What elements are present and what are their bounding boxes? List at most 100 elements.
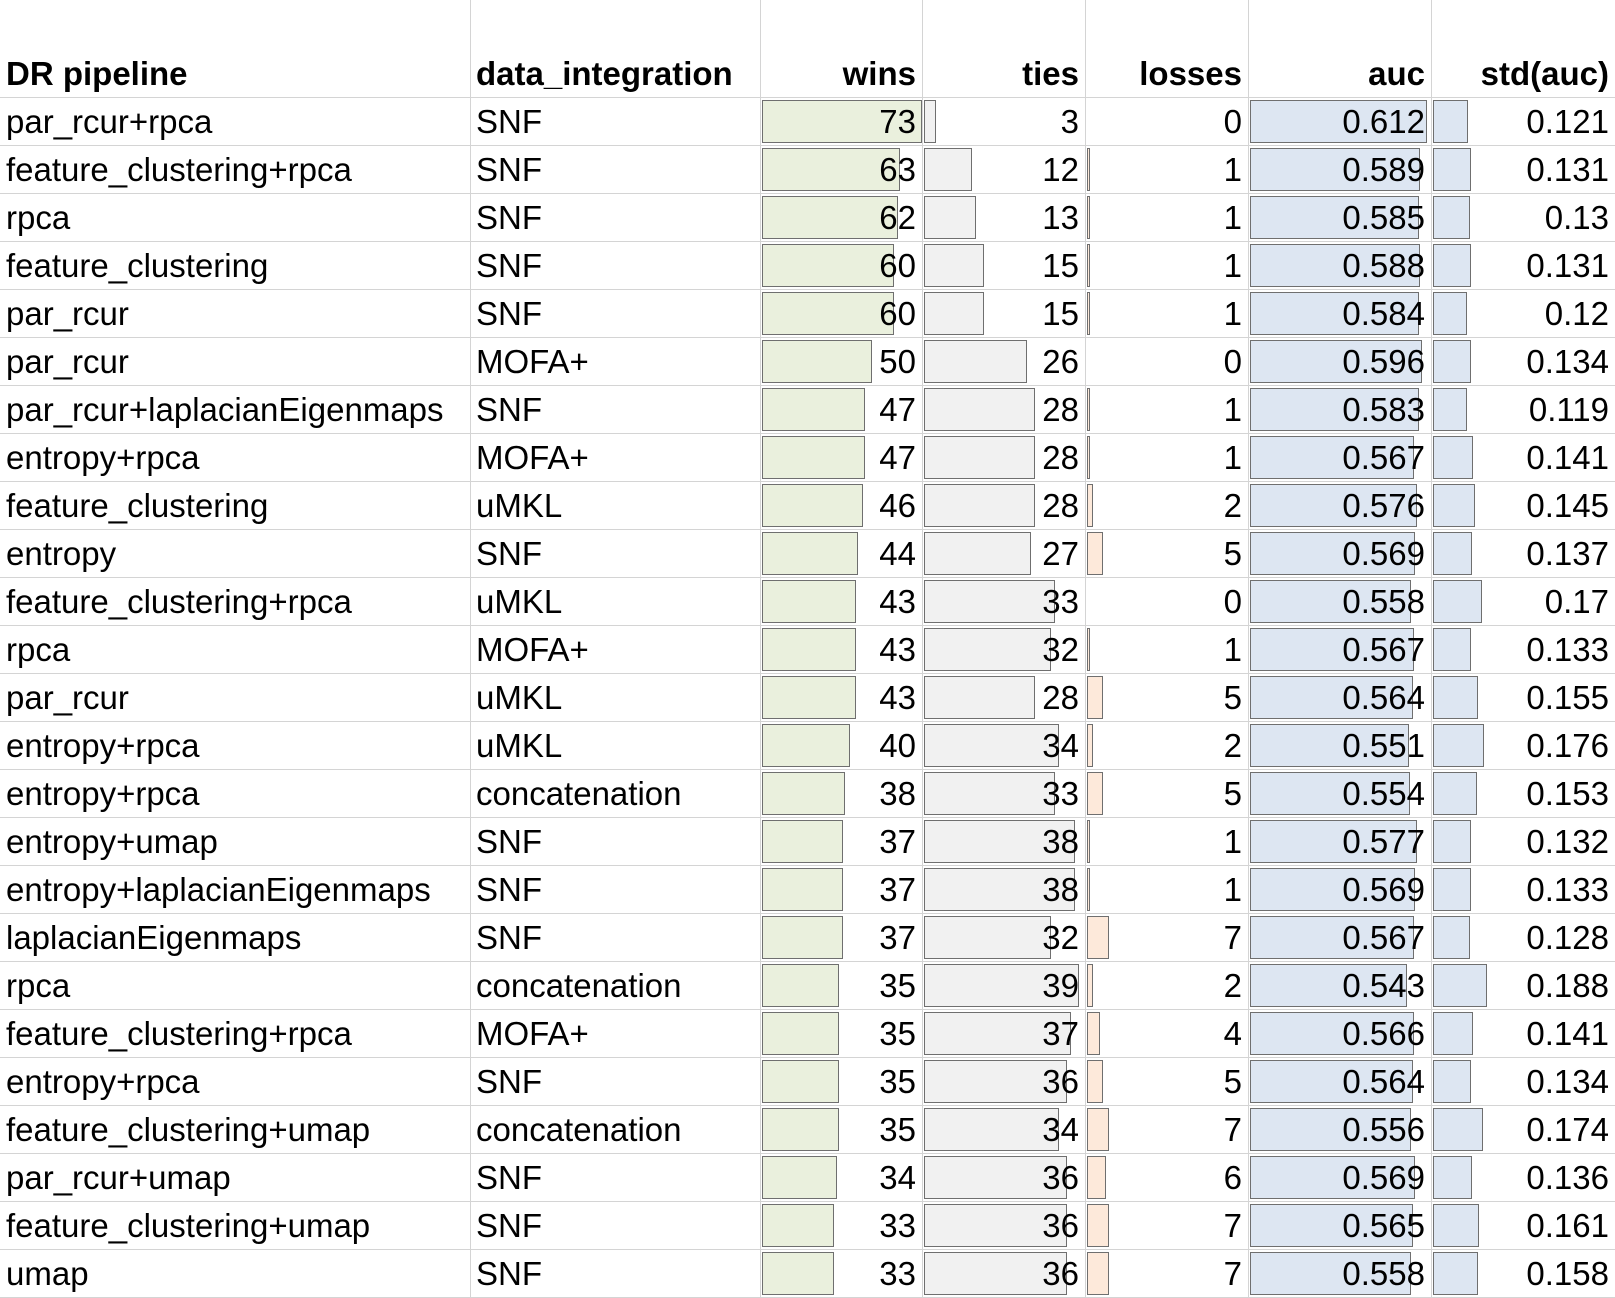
- cell-losses[interactable]: 1: [1223, 871, 1242, 908]
- cell-data-integration[interactable]: uMKL: [476, 727, 563, 764]
- cell-ties[interactable]: 38: [1042, 871, 1079, 908]
- cell-data-integration[interactable]: SNF: [476, 1159, 542, 1196]
- cell-wins[interactable]: 35: [879, 1063, 916, 1100]
- cell-losses[interactable]: 1: [1223, 247, 1242, 284]
- cell-data-integration[interactable]: SNF: [476, 919, 542, 956]
- cell-auc[interactable]: 0.551: [1342, 727, 1425, 764]
- cell-data-integration[interactable]: SNF: [476, 823, 542, 860]
- cell-dr-pipeline[interactable]: feature_clustering: [6, 247, 269, 284]
- cell-losses[interactable]: 1: [1223, 823, 1242, 860]
- cell-ties[interactable]: 28: [1042, 679, 1079, 716]
- cell-dr-pipeline[interactable]: entropy+rpca: [6, 775, 200, 812]
- cell-ties[interactable]: 39: [1042, 967, 1079, 1004]
- cell-losses[interactable]: 1: [1223, 439, 1242, 476]
- cell-data-integration[interactable]: concatenation: [476, 775, 682, 812]
- cell-ties[interactable]: 32: [1042, 919, 1079, 956]
- cell-auc[interactable]: 0.564: [1342, 679, 1425, 716]
- cell-data-integration[interactable]: concatenation: [476, 1111, 682, 1148]
- cell-ties[interactable]: 13: [1042, 199, 1079, 236]
- cell-dr-pipeline[interactable]: rpca: [6, 199, 71, 236]
- cell-ties[interactable]: 28: [1042, 439, 1079, 476]
- cell-wins[interactable]: 37: [879, 919, 916, 956]
- cell-std[interactable]: 0.119: [1528, 391, 1609, 428]
- header-losses[interactable]: losses: [1139, 55, 1242, 92]
- cell-data-integration[interactable]: MOFA+: [476, 343, 589, 380]
- cell-losses[interactable]: 2: [1223, 487, 1242, 524]
- cell-data-integration[interactable]: SNF: [476, 1207, 542, 1244]
- cell-auc[interactable]: 0.589: [1342, 151, 1425, 188]
- cell-dr-pipeline[interactable]: feature_clustering+rpca: [6, 583, 352, 620]
- cell-auc[interactable]: 0.558: [1342, 583, 1425, 620]
- cell-data-integration[interactable]: uMKL: [476, 487, 563, 524]
- cell-ties[interactable]: 36: [1042, 1159, 1079, 1196]
- cell-dr-pipeline[interactable]: feature_clustering+rpca: [6, 1015, 352, 1052]
- cell-dr-pipeline[interactable]: rpca: [6, 967, 71, 1004]
- cell-dr-pipeline[interactable]: par_rcur+umap: [6, 1159, 231, 1196]
- cell-auc[interactable]: 0.569: [1342, 535, 1425, 572]
- cell-dr-pipeline[interactable]: entropy: [6, 535, 117, 572]
- cell-ties[interactable]: 33: [1042, 775, 1079, 812]
- cell-data-integration[interactable]: MOFA+: [476, 631, 589, 668]
- cell-losses[interactable]: 0: [1223, 583, 1242, 620]
- cell-losses[interactable]: 7: [1223, 1111, 1242, 1148]
- cell-wins[interactable]: 47: [879, 391, 916, 428]
- cell-losses[interactable]: 7: [1223, 1255, 1242, 1292]
- cell-ties[interactable]: 26: [1042, 343, 1079, 380]
- cell-ties[interactable]: 32: [1042, 631, 1079, 668]
- cell-auc[interactable]: 0.612: [1342, 103, 1425, 140]
- cell-losses[interactable]: 1: [1223, 199, 1242, 236]
- cell-losses[interactable]: 7: [1223, 919, 1242, 956]
- cell-data-integration[interactable]: SNF: [476, 871, 542, 908]
- cell-data-integration[interactable]: uMKL: [476, 679, 563, 716]
- cell-std[interactable]: 0.174: [1526, 1111, 1609, 1148]
- cell-dr-pipeline[interactable]: entropy+laplacianEigenmaps: [6, 871, 431, 908]
- cell-losses[interactable]: 5: [1223, 775, 1242, 812]
- cell-losses[interactable]: 1: [1223, 295, 1242, 332]
- cell-ties[interactable]: 36: [1042, 1255, 1079, 1292]
- cell-std[interactable]: 0.136: [1526, 1159, 1609, 1196]
- cell-data-integration[interactable]: SNF: [476, 295, 542, 332]
- cell-auc[interactable]: 0.569: [1342, 1159, 1425, 1196]
- cell-std[interactable]: 0.188: [1526, 967, 1609, 1004]
- cell-data-integration[interactable]: MOFA+: [476, 439, 589, 476]
- cell-auc[interactable]: 0.564: [1342, 1063, 1425, 1100]
- cell-dr-pipeline[interactable]: umap: [6, 1255, 89, 1292]
- cell-data-integration[interactable]: SNF: [476, 391, 542, 428]
- cell-data-integration[interactable]: SNF: [476, 199, 542, 236]
- cell-auc[interactable]: 0.576: [1342, 487, 1425, 524]
- cell-std[interactable]: 0.128: [1526, 919, 1609, 956]
- cell-auc[interactable]: 0.585: [1342, 199, 1425, 236]
- cell-dr-pipeline[interactable]: par_rcur+rpca: [6, 103, 213, 140]
- cell-wins[interactable]: 33: [879, 1255, 916, 1292]
- cell-ties[interactable]: 36: [1042, 1207, 1079, 1244]
- cell-dr-pipeline[interactable]: feature_clustering+rpca: [6, 151, 352, 188]
- cell-std[interactable]: 0.145: [1526, 487, 1609, 524]
- cell-auc[interactable]: 0.556: [1342, 1111, 1425, 1148]
- header-ties[interactable]: ties: [1022, 55, 1079, 92]
- cell-losses[interactable]: 7: [1223, 1207, 1242, 1244]
- cell-auc[interactable]: 0.583: [1342, 391, 1425, 428]
- cell-auc[interactable]: 0.558: [1342, 1255, 1425, 1292]
- cell-ties[interactable]: 27: [1042, 535, 1079, 572]
- cell-wins[interactable]: 60: [879, 295, 916, 332]
- cell-std[interactable]: 0.131: [1526, 247, 1609, 284]
- cell-std[interactable]: 0.153: [1526, 775, 1609, 812]
- header-dr-pipeline[interactable]: DR pipeline: [6, 55, 188, 92]
- cell-ties[interactable]: 33: [1042, 583, 1079, 620]
- cell-ties[interactable]: 28: [1042, 391, 1079, 428]
- cell-auc[interactable]: 0.566: [1342, 1015, 1425, 1052]
- cell-losses[interactable]: 1: [1223, 631, 1242, 668]
- cell-data-integration[interactable]: SNF: [476, 1255, 542, 1292]
- cell-wins[interactable]: 35: [879, 1015, 916, 1052]
- cell-std[interactable]: 0.131: [1526, 151, 1609, 188]
- cell-std[interactable]: 0.176: [1526, 727, 1609, 764]
- cell-auc[interactable]: 0.567: [1342, 439, 1425, 476]
- cell-data-integration[interactable]: SNF: [476, 535, 542, 572]
- cell-wins[interactable]: 38: [879, 775, 916, 812]
- cell-losses[interactable]: 2: [1223, 967, 1242, 1004]
- cell-auc[interactable]: 0.584: [1342, 295, 1425, 332]
- cell-dr-pipeline[interactable]: feature_clustering: [6, 487, 269, 524]
- cell-losses[interactable]: 6: [1223, 1159, 1242, 1196]
- cell-ties[interactable]: 28: [1042, 487, 1079, 524]
- cell-auc[interactable]: 0.596: [1342, 343, 1425, 380]
